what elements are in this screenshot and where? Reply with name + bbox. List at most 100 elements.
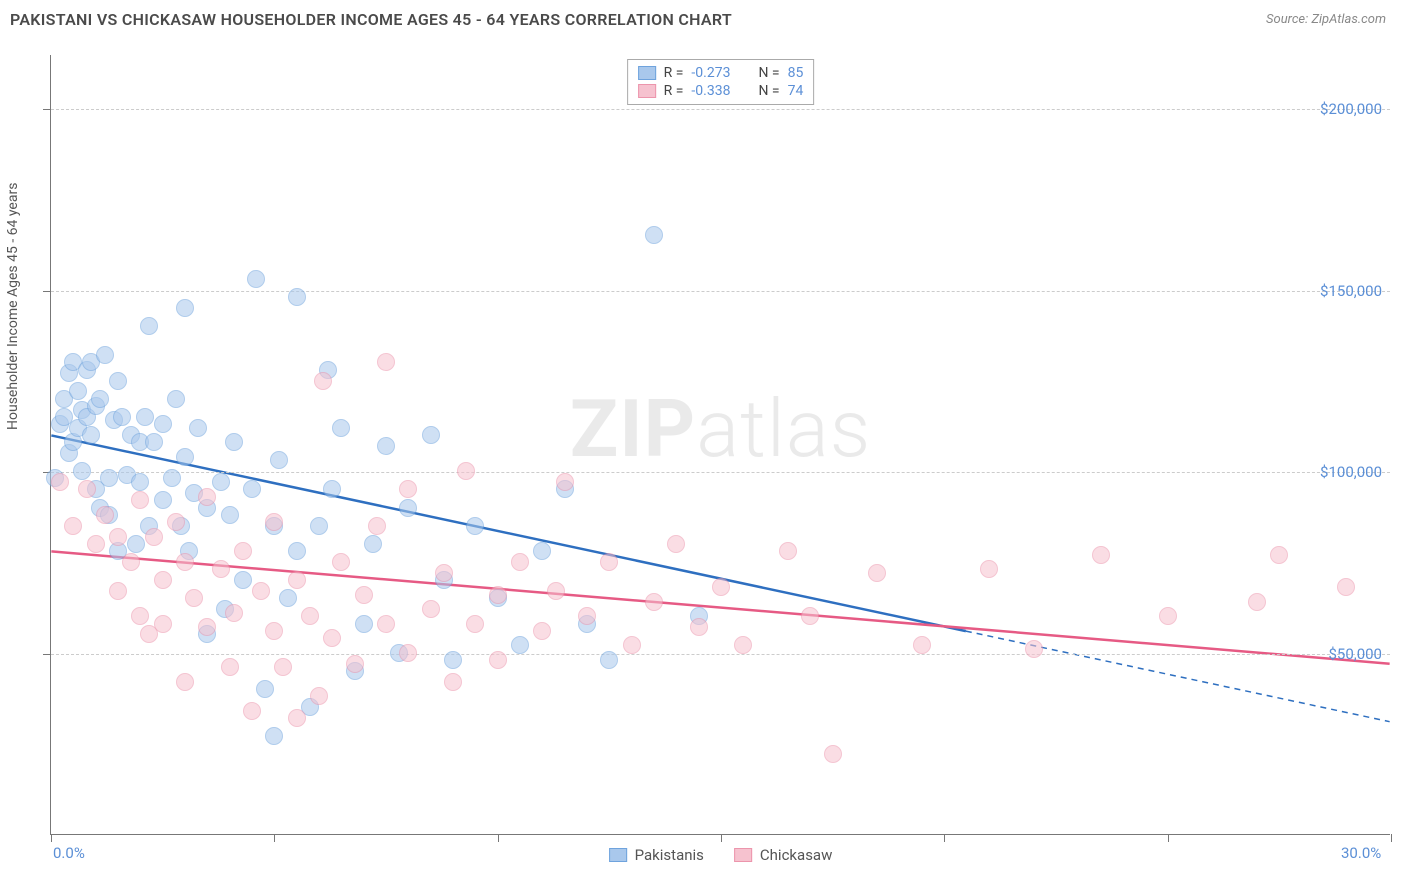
y-tick (43, 109, 51, 110)
source-label: Source: (1266, 12, 1311, 27)
data-point (1270, 546, 1288, 564)
legend-swatch (638, 66, 656, 80)
y-axis-label: $50,000 (1328, 645, 1382, 663)
data-point (198, 618, 216, 636)
data-point (140, 317, 158, 335)
data-point (399, 480, 417, 498)
data-point (355, 586, 373, 604)
data-point (511, 553, 529, 571)
data-point (154, 615, 172, 633)
data-point (1092, 546, 1110, 564)
data-point (332, 553, 350, 571)
data-point (422, 426, 440, 444)
trend-line (51, 551, 1389, 663)
data-point (1025, 640, 1043, 658)
data-point (96, 506, 114, 524)
data-point (355, 615, 373, 633)
data-point (100, 469, 118, 487)
series-legend: Pakistanis Chickasaw (609, 846, 833, 864)
chart-plot-area: ZIPatlas R = -0.273N = 85R = -0.338N = 7… (50, 55, 1390, 835)
data-point (489, 651, 507, 669)
data-point (377, 437, 395, 455)
data-point (824, 745, 842, 763)
data-point (600, 553, 618, 571)
gridline (51, 291, 1390, 292)
legend-series-name: Chickasaw (760, 846, 832, 864)
data-point (51, 473, 69, 491)
x-tick (51, 834, 52, 842)
data-point (154, 491, 172, 509)
data-point (234, 542, 252, 560)
legend-stat-row: R = -0.273N = 85 (638, 64, 804, 82)
gridline (51, 472, 1390, 473)
data-point (225, 433, 243, 451)
data-point (314, 372, 332, 390)
data-point (1159, 607, 1177, 625)
x-tick (274, 834, 275, 842)
source-value: ZipAtlas.com (1311, 12, 1386, 27)
data-point (163, 469, 181, 487)
data-point (109, 372, 127, 390)
data-point (801, 607, 819, 625)
data-point (234, 571, 252, 589)
data-point (145, 528, 163, 546)
data-point (779, 542, 797, 560)
data-point (712, 578, 730, 596)
n-label: N = (758, 65, 779, 81)
data-point (145, 433, 163, 451)
data-point (288, 709, 306, 727)
data-point (444, 673, 462, 691)
y-axis-title: Householder Income Ages 45 - 64 years (5, 183, 21, 430)
data-point (154, 571, 172, 589)
data-point (256, 680, 274, 698)
data-point (734, 636, 752, 654)
x-tick (944, 834, 945, 842)
data-point (225, 604, 243, 622)
data-point (247, 270, 265, 288)
data-point (645, 226, 663, 244)
gridline (51, 109, 1390, 110)
n-value: 85 (788, 65, 804, 81)
x-axis-label: 0.0% (53, 844, 85, 862)
legend-series-name: Pakistanis (635, 846, 704, 864)
data-point (176, 673, 194, 691)
data-point (422, 600, 440, 618)
data-point (176, 299, 194, 317)
legend-stat-row: R = -0.338N = 74 (638, 82, 804, 100)
data-point (243, 480, 261, 498)
data-point (136, 408, 154, 426)
data-point (368, 517, 386, 535)
data-point (457, 462, 475, 480)
data-point (377, 615, 395, 633)
data-point (78, 480, 96, 498)
data-point (868, 564, 886, 582)
data-point (73, 462, 91, 480)
data-point (109, 582, 127, 600)
data-point (399, 499, 417, 517)
legend-swatch (609, 848, 627, 862)
chart-title: PAKISTANI VS CHICKASAW HOUSEHOLDER INCOM… (10, 10, 732, 29)
data-point (109, 528, 127, 546)
data-point (87, 535, 105, 553)
data-point (167, 513, 185, 531)
data-point (288, 542, 306, 560)
data-point (1337, 578, 1355, 596)
data-point (511, 636, 529, 654)
data-point (265, 513, 283, 531)
data-point (301, 607, 319, 625)
data-point (198, 488, 216, 506)
data-point (332, 419, 350, 437)
data-point (176, 448, 194, 466)
n-value: 74 (788, 83, 804, 99)
r-label: R = (664, 65, 684, 81)
data-point (270, 451, 288, 469)
y-axis-label: $200,000 (1320, 100, 1382, 118)
data-point (323, 480, 341, 498)
data-point (444, 651, 462, 669)
data-point (64, 517, 82, 535)
data-point (82, 426, 100, 444)
data-point (435, 564, 453, 582)
data-point (377, 353, 395, 371)
data-point (221, 506, 239, 524)
legend-series-item: Chickasaw (734, 846, 832, 864)
